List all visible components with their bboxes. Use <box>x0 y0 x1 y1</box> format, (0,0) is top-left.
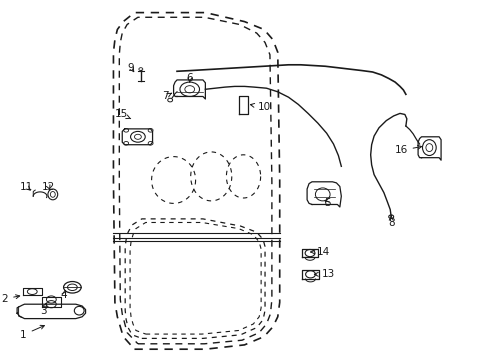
Text: 2: 2 <box>1 294 20 304</box>
Text: 11: 11 <box>20 182 34 192</box>
Text: 9: 9 <box>127 63 134 73</box>
Text: 16: 16 <box>393 145 421 156</box>
Text: 1: 1 <box>20 325 44 340</box>
Text: 3: 3 <box>40 303 46 316</box>
Text: 15: 15 <box>114 109 130 120</box>
Text: 10: 10 <box>250 102 270 112</box>
Text: 7: 7 <box>162 91 171 102</box>
Text: 6: 6 <box>186 73 193 84</box>
Text: 8: 8 <box>387 215 394 228</box>
Text: 12: 12 <box>42 182 56 192</box>
Text: 4: 4 <box>60 290 67 300</box>
Text: 13: 13 <box>314 269 335 279</box>
Text: 14: 14 <box>310 247 330 257</box>
Text: 5: 5 <box>324 198 330 208</box>
